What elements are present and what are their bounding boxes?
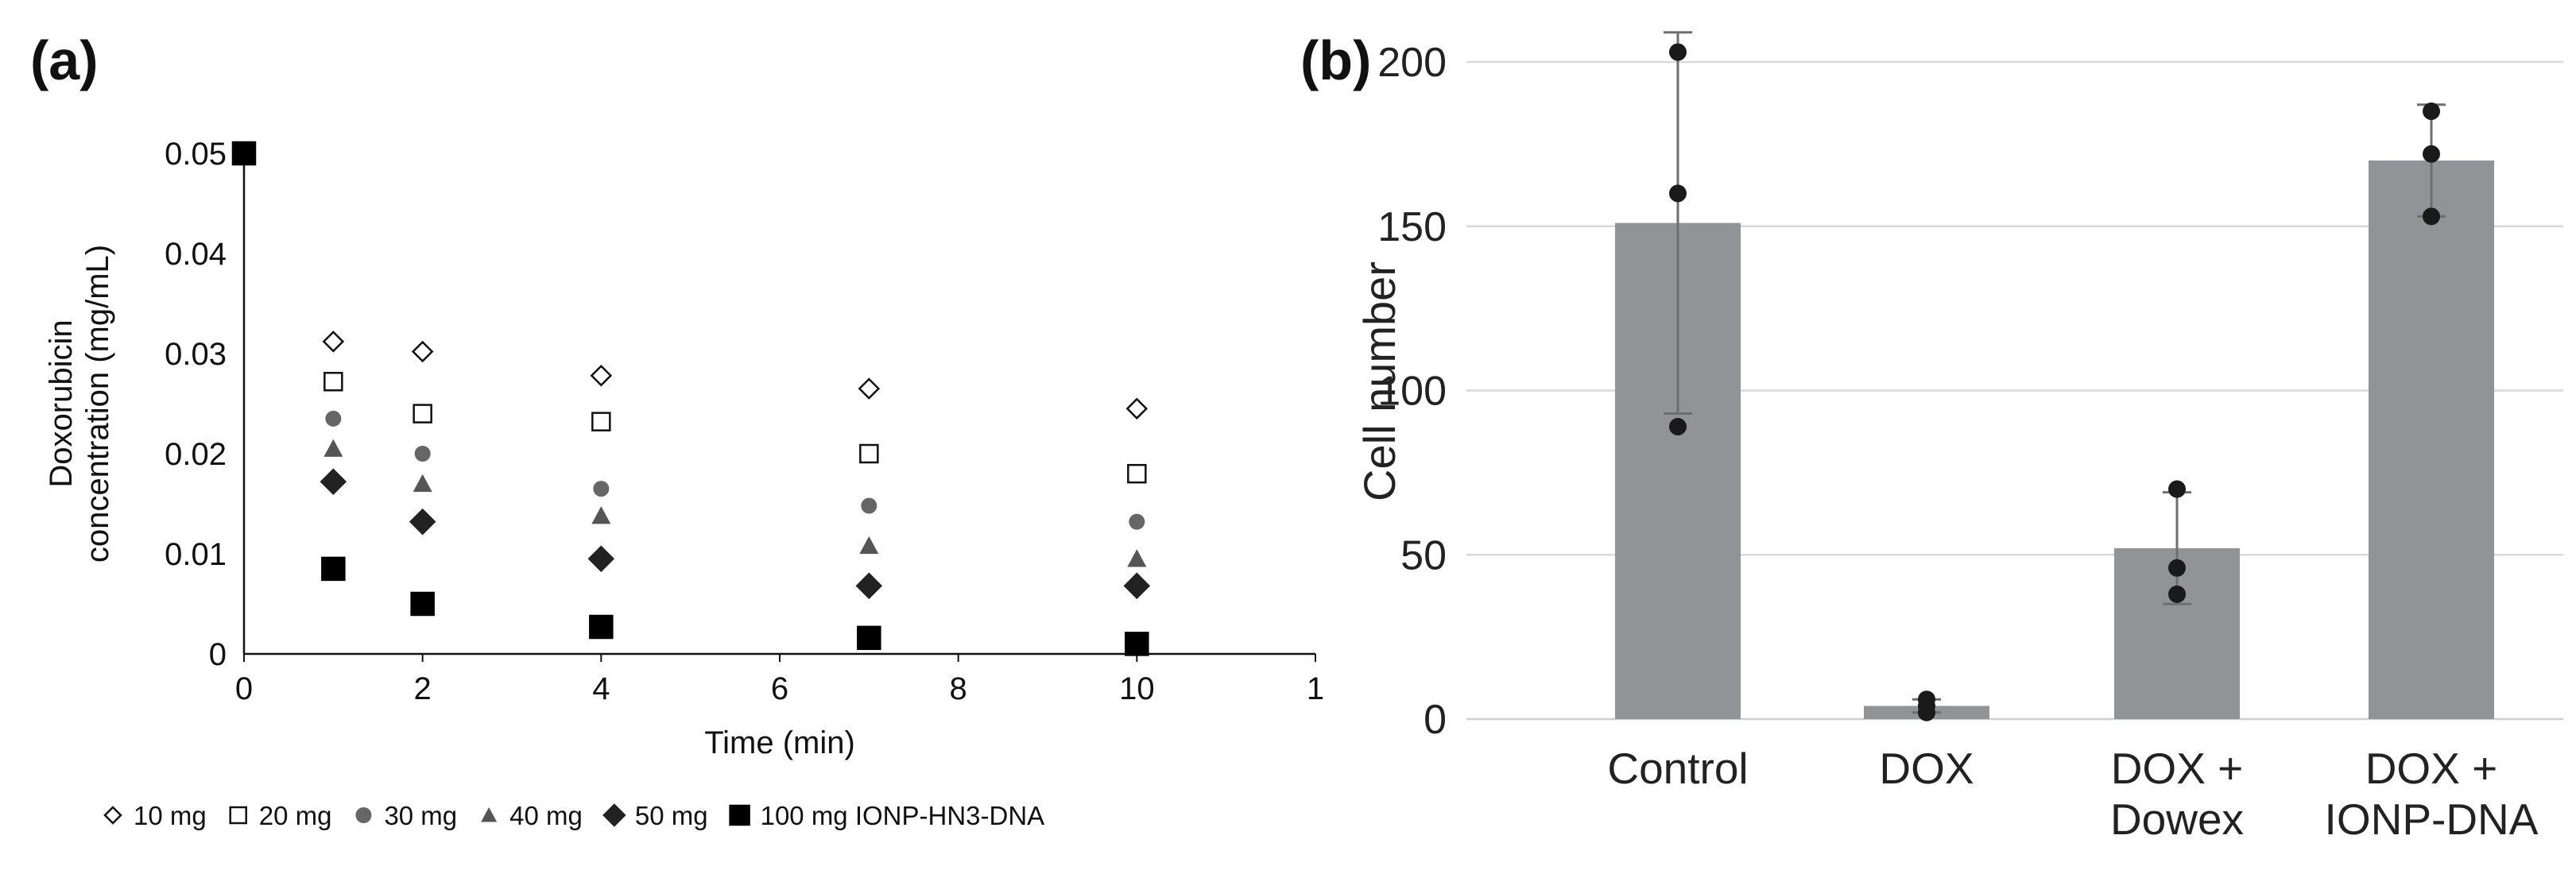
data-point-series-4 <box>591 506 611 524</box>
data-point-series-6 <box>589 614 614 640</box>
data-point-series-6 <box>321 556 346 582</box>
replicate-point <box>2423 102 2440 121</box>
category-label: DOX + <box>2365 744 2498 793</box>
data-point-series-3 <box>414 446 431 462</box>
legend-marker-series-3 <box>355 807 372 823</box>
data-point-series-5 <box>1123 572 1151 600</box>
legend-label: 10 mg <box>134 801 207 830</box>
x-tick-label: 8 <box>950 671 967 706</box>
y-tick-label: 0.03 <box>165 337 227 372</box>
y-axis-label-line: concentration (mg/mL) <box>80 245 115 563</box>
data-point-series-2 <box>1127 463 1147 484</box>
data-point-series-4 <box>1127 549 1147 567</box>
y-tick-label: 0 <box>209 637 227 672</box>
data-point-series-6 <box>410 591 435 617</box>
category-label: Dowex <box>2110 795 2244 844</box>
data-point-series-6 <box>857 625 881 651</box>
replicate-point <box>2168 559 2186 577</box>
x-tick-label: 2 <box>414 671 432 706</box>
replicate-point <box>1918 703 1935 721</box>
panel-a-scatter-chart: (a) 0 0.01 0.02 0.03 0.04 0.05 0 2 4 6 8 10 1 Time (mi… <box>30 29 1324 830</box>
data-point-series-4 <box>859 536 879 555</box>
replicate-point <box>1669 184 1687 203</box>
replicate-point <box>2423 145 2440 163</box>
legend-label: 20 mg <box>259 801 332 830</box>
category-label: Control <box>1607 744 1748 793</box>
data-point-series-3 <box>593 481 610 497</box>
data-point-series-2 <box>859 443 879 464</box>
y-tick-label: 0.05 <box>165 137 227 172</box>
x-tick-label: 4 <box>592 671 610 706</box>
x-tick-label: 0 <box>235 671 253 706</box>
x-tick-label: 1 <box>1307 671 1324 706</box>
y-axis-label-line: Doxorubicin <box>44 319 79 487</box>
y-tick-label: 50 <box>1400 532 1447 578</box>
replicate-point <box>1669 43 1687 61</box>
y-tick-label: 200 <box>1377 40 1447 86</box>
panel-b-bar-chart: (b) 0 50 100 150 200 Cell number Control DOX DOX … <box>1300 29 2563 844</box>
legend-marker-series-2 <box>229 806 247 825</box>
data-point-series-2 <box>591 412 611 431</box>
data-point-series-5 <box>855 572 883 600</box>
panel-label-a: (a) <box>30 29 99 91</box>
data-point-series-3 <box>861 497 877 514</box>
data-point-series-4 <box>323 439 343 457</box>
legend-marker-series-4 <box>481 807 498 822</box>
y-axis-label: Cell number <box>1354 261 1404 501</box>
panel-label-b: (b) <box>1300 29 1371 91</box>
replicate-point <box>2168 480 2186 498</box>
bar-4 <box>2369 160 2494 720</box>
replicate-point <box>1669 417 1687 435</box>
legend-marker-series-5 <box>602 803 626 827</box>
data-point-series-1 <box>322 331 345 353</box>
data-point-series-5 <box>587 545 615 573</box>
y-tick-label: 150 <box>1377 204 1447 250</box>
replicate-point <box>2423 207 2440 226</box>
data-point-series-2 <box>413 404 432 423</box>
data-point-series-1 <box>411 340 434 363</box>
category-label: IONP-DNA <box>2325 795 2539 844</box>
y-tick-label: 0.01 <box>165 537 227 572</box>
data-point-series-3 <box>325 410 342 427</box>
legend-marker-series-6 <box>729 804 750 826</box>
data-point-series-1 <box>590 364 613 387</box>
y-tick-label: 100 <box>1377 369 1447 415</box>
data-point-series-1 <box>1125 397 1149 420</box>
x-axis-label: Time (min) <box>704 725 855 760</box>
legend-label: 40 mg <box>509 801 583 830</box>
data-point-series-1 <box>858 377 881 400</box>
y-tick-label: 0.04 <box>165 237 227 272</box>
legend-label: 50 mg <box>635 801 708 830</box>
x-tick-label: 6 <box>771 671 788 706</box>
replicate-point <box>2168 585 2186 603</box>
legend-label: 100 mg IONP-HN3-DNA <box>761 801 1045 830</box>
data-point-series-5 <box>320 468 347 496</box>
data-point-series-6 <box>231 141 257 166</box>
legend-label: 30 mg <box>384 801 457 830</box>
data-point-series-5 <box>409 508 436 536</box>
data-point-series-2 <box>323 372 343 392</box>
category-label: DOX <box>1879 744 1974 793</box>
legend-marker-series-1 <box>103 806 122 825</box>
data-point-series-6 <box>1125 632 1149 656</box>
y-tick-label: 0.02 <box>165 437 227 472</box>
data-point-series-3 <box>1129 513 1145 530</box>
y-axis-label: Doxorubicinconcentration (mg/mL) <box>44 245 115 563</box>
y-tick-label: 0 <box>1424 697 1447 743</box>
data-point-series-4 <box>413 474 432 492</box>
x-tick-label: 10 <box>1119 671 1155 706</box>
category-label: DOX + <box>2111 744 2244 793</box>
